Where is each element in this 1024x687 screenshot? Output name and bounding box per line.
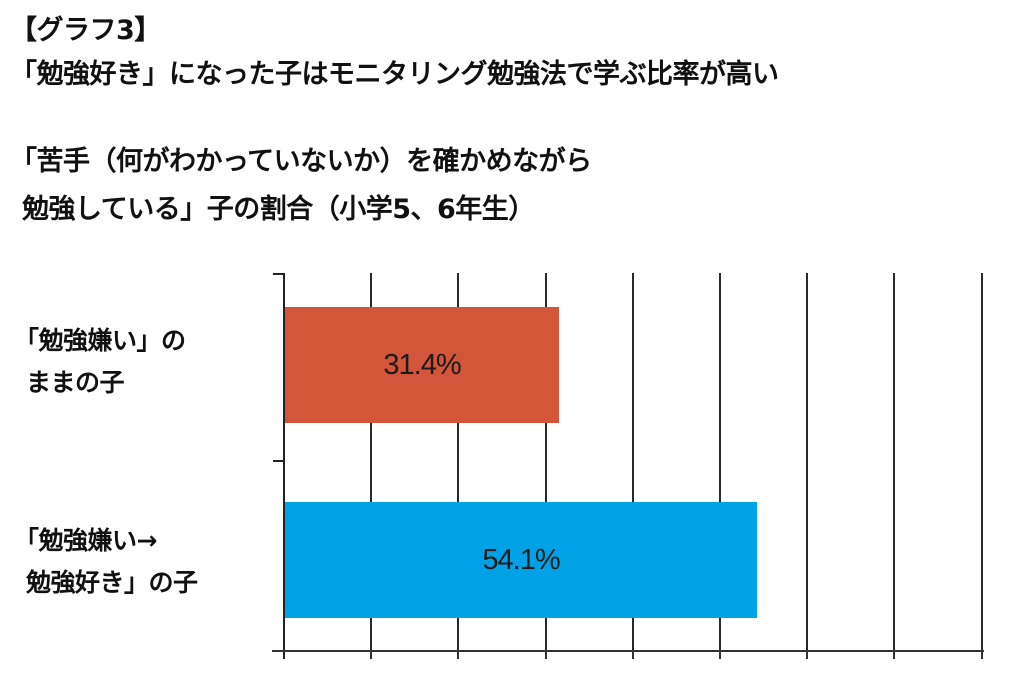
x-axis-tick (893, 651, 895, 659)
bar-value-label: 54.1% (482, 543, 560, 576)
gridline (981, 273, 983, 651)
gridline (457, 273, 459, 651)
chart-subtitle-line-2: 勉強している」子の割合（小学5、6年生） (22, 194, 535, 225)
y-axis-tick (273, 460, 284, 462)
chart-headline: 「勉強好き」になった子はモニタリング勉強法で学ぶ比率が高い (10, 59, 779, 90)
gridline (632, 273, 634, 651)
x-axis-tick (719, 651, 721, 659)
category-label-dislike-remain: 「勉強嫌い」の ままの子 (14, 320, 186, 404)
x-axis-tick (806, 651, 808, 659)
graph-number-label: 【グラフ3】 (10, 15, 161, 46)
bar-dislike-to-like: 54.1% (285, 502, 757, 618)
x-axis-tick (545, 651, 547, 659)
x-axis-line (272, 650, 984, 652)
x-axis-tick (457, 651, 459, 659)
y-axis-tick (273, 273, 284, 275)
category-label-line: 勉強好き」の子 (26, 568, 198, 597)
category-label-dislike-to-like: 「勉強嫌い→ 勉強好き」の子 (14, 520, 198, 604)
category-label-line: 「勉強嫌い→ (14, 526, 157, 555)
gridline (806, 273, 808, 651)
category-label-line: ままの子 (26, 368, 125, 397)
x-axis-tick (370, 651, 372, 659)
bar-dislike-remain: 31.4% (285, 307, 559, 423)
x-axis-tick (632, 651, 634, 659)
gridline (545, 273, 547, 651)
gridline (893, 273, 895, 651)
gridline (370, 273, 372, 651)
gridline (719, 273, 721, 651)
y-axis-line (283, 273, 285, 659)
x-axis-tick (981, 651, 983, 659)
bar-value-label: 31.4% (383, 348, 461, 381)
category-label-line: 「勉強嫌い」の (14, 326, 186, 355)
chart-subtitle-line-1: 「苦手（何がわかっていないか）を確かめながら (10, 146, 592, 177)
